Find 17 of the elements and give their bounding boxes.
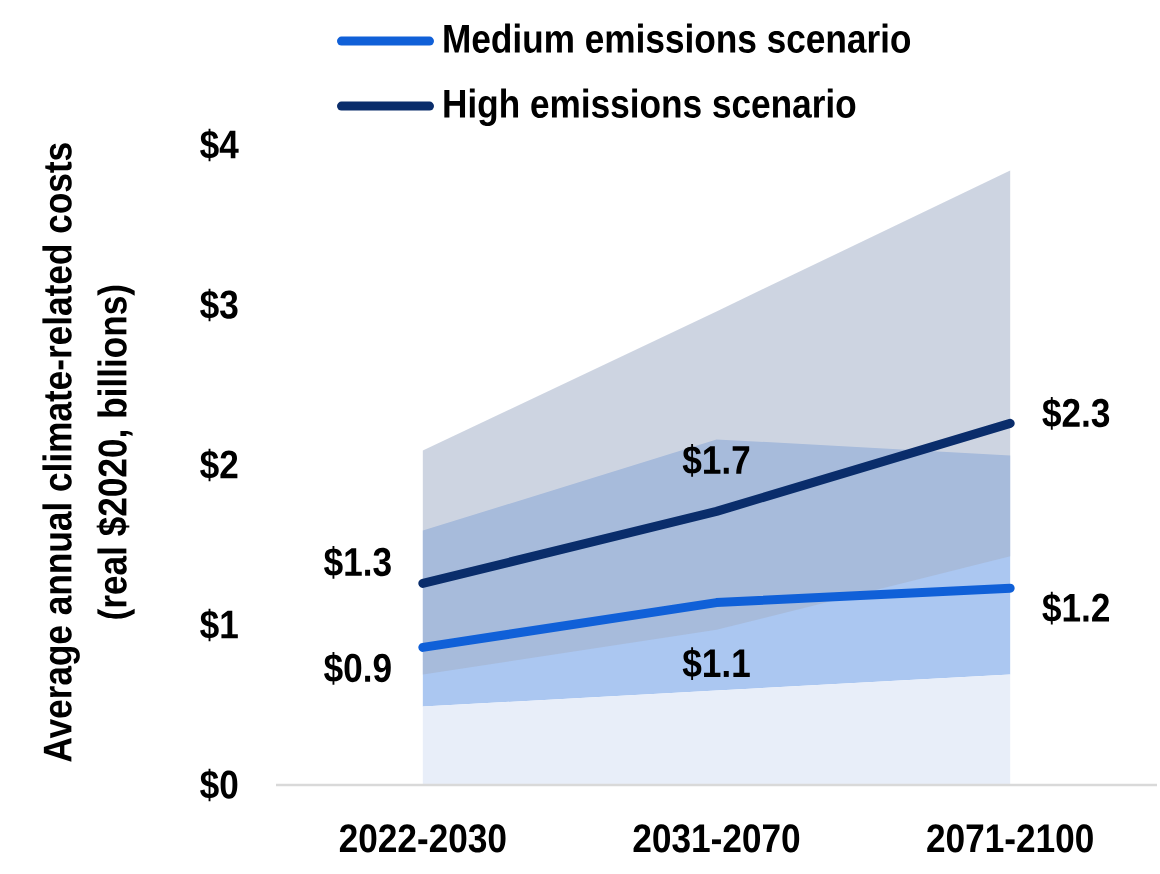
- y-tick-label: $0: [200, 768, 238, 802]
- x-tick-label: 2071-2100: [927, 824, 1093, 853]
- data-label: $2.3: [1042, 397, 1110, 430]
- x-tick-label: 2022-2030: [339, 824, 506, 853]
- y-tick-label: $3: [200, 288, 238, 322]
- data-label: $1.3: [324, 546, 391, 579]
- data-label: $0.9: [324, 652, 391, 685]
- data-label: $1.7: [682, 444, 750, 477]
- y-tick-label: $2: [200, 448, 238, 482]
- legend-label: Medium emissions scenario: [444, 23, 911, 53]
- legend-label: High emissions scenario: [444, 88, 856, 127]
- y-tick-label: $1: [200, 608, 238, 642]
- x-tick-label: 2031-2070: [633, 824, 800, 853]
- data-label: $1.2: [1042, 591, 1109, 625]
- y-axis-title: Average annual climate-related costs (real $2020, billions): [42, 143, 135, 762]
- y-tick-label: $4: [200, 128, 239, 162]
- data-label: $1.1: [682, 647, 750, 680]
